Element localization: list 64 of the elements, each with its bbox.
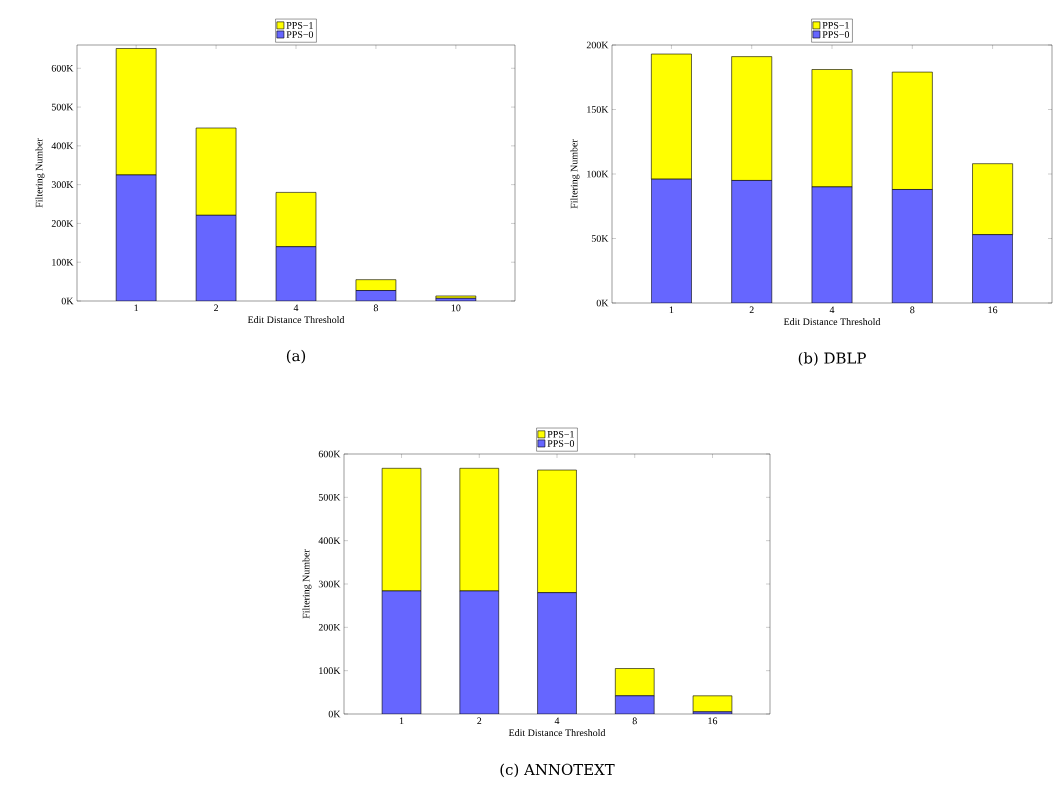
bar: [615, 695, 655, 715]
x-tick-label: 8: [910, 306, 915, 314]
x-tick-label: 2: [214, 304, 219, 312]
x-tick-label: 1: [134, 304, 139, 312]
y-tick-label: 400K: [318, 537, 341, 545]
text: (c) ANNOTEXT: [500, 763, 615, 778]
y-tick-label: 300K: [318, 580, 341, 588]
legend-label: PPS−0: [286, 31, 314, 38]
y-tick-label: 500K: [51, 103, 74, 111]
y-axis-title: Filtering Number: [570, 139, 580, 209]
y-tick-label: 50K: [591, 235, 609, 242]
bar: [355, 279, 397, 291]
x-axis-title: Edit Distance Threshold: [508, 729, 606, 737]
bar: [972, 234, 1013, 303]
y-tick-label: 600K: [318, 450, 341, 458]
y-axis-title: Filtering Number: [302, 549, 312, 619]
bar: [891, 189, 933, 303]
bar: [651, 178, 692, 303]
x-tick-label: 16: [708, 717, 718, 725]
x-tick-label: 1: [669, 306, 674, 314]
x-tick-label: 2: [749, 306, 754, 314]
y-tick-label: 200K: [586, 41, 609, 49]
bar: [537, 592, 577, 715]
legend-label: PPS−1: [822, 22, 849, 29]
x-axis-title: Edit Distance Threshold: [247, 316, 345, 324]
y-tick-label: 0K: [328, 710, 341, 718]
legend-label: PPS−1: [286, 22, 313, 29]
bar: [615, 668, 655, 697]
y-tick-label: 400K: [51, 142, 74, 150]
y-tick-label: 500K: [318, 493, 341, 501]
y-tick-label: 0K: [596, 299, 609, 307]
bar: [275, 246, 317, 301]
y-tick-label: 200K: [318, 623, 341, 631]
y-tick-label: 200K: [51, 220, 74, 227]
x-axis-title: Edit Distance Threshold: [783, 318, 881, 326]
y-tick-label: 0K: [61, 297, 74, 305]
x-tick-label: 4: [829, 306, 835, 314]
bar: [115, 174, 157, 301]
x-tick-label: 1: [399, 717, 404, 725]
y-tick-label: 100K: [587, 170, 609, 178]
x-tick-label: 2: [477, 717, 482, 725]
text: (a): [286, 349, 306, 364]
legend-label: PPS−0: [547, 440, 575, 447]
legend-label: PPS−0: [822, 31, 850, 38]
legend-label: PPS−1: [547, 431, 574, 438]
bar: [731, 180, 773, 303]
bar: [811, 186, 853, 303]
y-tick-label: 300K: [51, 181, 74, 188]
text: (b) DBLP: [798, 352, 866, 366]
x-tick-label: 4: [554, 717, 560, 725]
x-tick-label: 10: [451, 304, 461, 312]
y-tick-label: 150K: [587, 106, 609, 113]
bar: [195, 214, 237, 301]
x-tick-label: 8: [373, 304, 379, 312]
x-tick-label: 8: [632, 717, 637, 725]
bar: [459, 590, 499, 715]
y-tick-label: 100K: [319, 667, 341, 675]
y-tick-label: 100K: [52, 258, 74, 266]
y-tick-label: 600K: [51, 64, 74, 72]
x-tick-label: 16: [988, 306, 998, 314]
bar: [275, 192, 317, 247]
x-tick-label: 4: [293, 304, 299, 312]
y-axis-title: Filtering Number: [35, 138, 45, 208]
bar: [381, 590, 422, 715]
